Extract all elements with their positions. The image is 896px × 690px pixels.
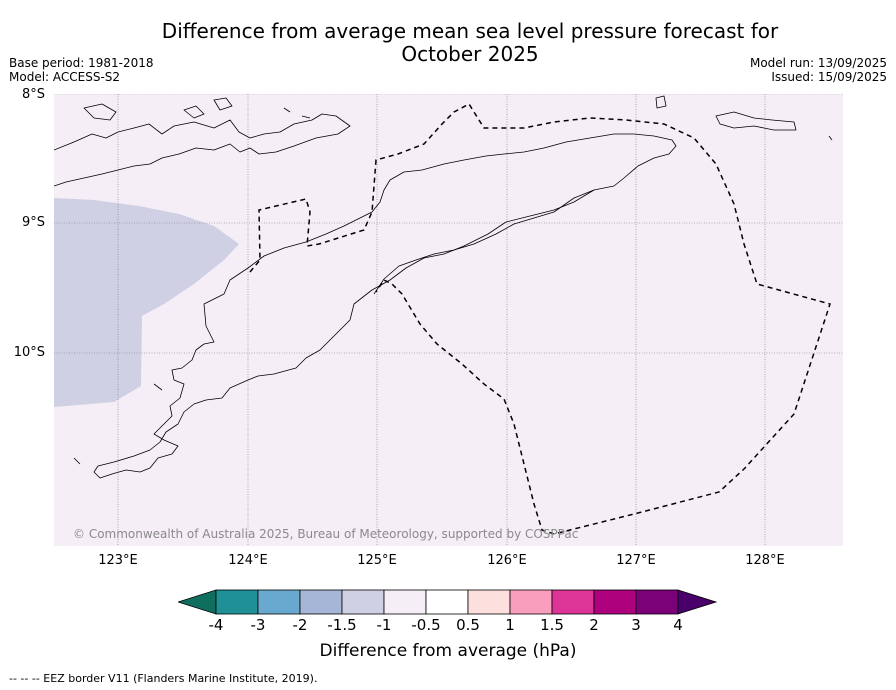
colorbar-segment <box>425 589 469 615</box>
coastline-north-inner <box>73 189 595 465</box>
lon-label-127: 127°E <box>616 553 656 568</box>
colorbar-tick-label: 0.5 <box>456 616 480 634</box>
eez-border <box>249 103 831 535</box>
meta-right: Model run: 13/09/2025 Issued: 15/09/2025 <box>750 56 887 84</box>
colorbar-tick-label: 4 <box>673 616 683 634</box>
map-background <box>54 94 843 546</box>
eez-line-north <box>249 103 831 535</box>
coastline-flores-group <box>54 113 351 187</box>
colorbar-segment <box>383 589 427 615</box>
colorbar-label: Difference from average (hPa) <box>319 641 577 661</box>
colorbar-tick-label: -0.5 <box>411 616 441 634</box>
colorbar-tick-label: 3 <box>631 616 641 634</box>
map-svg <box>54 94 843 546</box>
map-panel <box>54 94 843 546</box>
anomaly-patch <box>54 198 239 407</box>
base-period: Base period: 1981-2018 <box>9 56 154 70</box>
lat-label-8s: 8°S <box>21 87 45 102</box>
chart-title: Difference from average mean sea level p… <box>100 20 840 66</box>
colorbar-segment <box>509 589 553 615</box>
coastline-small-islands <box>83 95 833 141</box>
colorbar-segment <box>257 589 301 615</box>
colorbar-tick-label: -3 <box>250 616 266 634</box>
lon-label-124: 124°E <box>228 553 268 568</box>
title-line-1: Difference from average mean sea level p… <box>161 19 779 43</box>
lat-label-10s: 10°S <box>13 345 45 360</box>
issued-date: Issued: 15/09/2025 <box>771 70 887 84</box>
colorbar-segment <box>635 589 679 615</box>
colorbar-tick-label: 2 <box>589 616 599 634</box>
meta-left: Base period: 1981-2018 Model: ACCESS-S2 <box>9 56 154 84</box>
colorbar-segment <box>551 589 595 615</box>
colorbar-segment <box>299 589 343 615</box>
colorbar-segments <box>178 589 718 615</box>
eez-footnote: -- -- -- EEZ border V11 (Flanders Marine… <box>9 672 318 685</box>
title-line-2: October 2025 <box>401 42 539 66</box>
model-run: Model run: 13/09/2025 <box>749 56 887 70</box>
colorbar-segment <box>341 589 385 615</box>
lon-label-128: 128°E <box>745 553 785 568</box>
graticule <box>54 94 843 546</box>
colorbar-segment <box>215 589 259 615</box>
colorbar-tick-label: -1.5 <box>327 616 357 634</box>
colorbar-tick-label: -4 <box>208 616 224 634</box>
colorbar-arrow-high <box>677 589 718 615</box>
colorbar-tick-label: -1 <box>376 616 392 634</box>
lon-label-126: 126°E <box>487 553 527 568</box>
colorbar-tick-label: 1.5 <box>540 616 564 634</box>
coastline-timor <box>93 133 677 479</box>
lat-label-9s: 9°S <box>21 215 45 230</box>
model-name: Model: ACCESS-S2 <box>9 70 121 84</box>
colorbar-segment <box>467 589 511 615</box>
colorbar-tick-label: 1 <box>505 616 515 634</box>
lon-label-123: 123°E <box>98 553 138 568</box>
lon-label-125: 125°E <box>357 553 397 568</box>
colorbar-tick-label: -2 <box>292 616 308 634</box>
colorbar-segment <box>593 589 637 615</box>
colorbar <box>178 589 718 615</box>
colorbar-arrow-low <box>178 589 217 615</box>
copyright-notice: © Commonwealth of Australia 2025, Bureau… <box>73 527 579 541</box>
coastlines <box>54 95 833 479</box>
